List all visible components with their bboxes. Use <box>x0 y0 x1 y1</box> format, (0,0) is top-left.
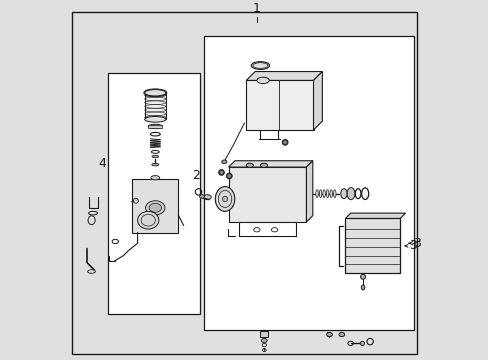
Ellipse shape <box>360 341 364 346</box>
Ellipse shape <box>256 77 269 84</box>
Ellipse shape <box>282 140 287 145</box>
Ellipse shape <box>340 189 346 199</box>
Polygon shape <box>246 72 322 80</box>
Ellipse shape <box>143 89 166 97</box>
Polygon shape <box>313 72 322 130</box>
Ellipse shape <box>149 203 161 212</box>
Ellipse shape <box>253 228 260 232</box>
Ellipse shape <box>261 338 266 343</box>
Text: 4: 4 <box>99 157 106 170</box>
Ellipse shape <box>260 163 267 167</box>
Text: 2: 2 <box>192 170 200 183</box>
Bar <box>203 36 413 330</box>
Ellipse shape <box>137 211 159 229</box>
Ellipse shape <box>199 195 204 198</box>
Ellipse shape <box>148 124 162 129</box>
Ellipse shape <box>251 62 269 69</box>
Bar <box>345 219 399 273</box>
Ellipse shape <box>361 285 364 290</box>
Bar <box>144 93 165 119</box>
Ellipse shape <box>222 160 226 163</box>
Ellipse shape <box>215 186 234 211</box>
Text: 3: 3 <box>412 237 420 250</box>
Ellipse shape <box>218 170 224 175</box>
Ellipse shape <box>133 198 138 203</box>
Ellipse shape <box>271 228 277 232</box>
Ellipse shape <box>322 190 325 198</box>
Ellipse shape <box>315 190 318 198</box>
Ellipse shape <box>246 163 253 167</box>
Ellipse shape <box>152 155 158 158</box>
Bar <box>132 180 178 233</box>
Text: 1: 1 <box>252 2 260 15</box>
Polygon shape <box>228 161 312 167</box>
Bar <box>228 167 306 222</box>
Ellipse shape <box>319 190 321 198</box>
Bar <box>148 125 162 128</box>
Bar <box>246 80 313 130</box>
Polygon shape <box>345 213 405 219</box>
Ellipse shape <box>145 201 165 215</box>
Ellipse shape <box>151 176 160 180</box>
Ellipse shape <box>144 90 165 96</box>
Ellipse shape <box>151 163 159 166</box>
Bar <box>108 73 200 314</box>
Ellipse shape <box>360 274 365 279</box>
Text: 3: 3 <box>408 239 416 252</box>
Ellipse shape <box>226 173 232 179</box>
Ellipse shape <box>333 190 335 198</box>
Ellipse shape <box>203 195 211 200</box>
Polygon shape <box>306 161 312 222</box>
Ellipse shape <box>283 141 286 144</box>
Ellipse shape <box>326 332 331 337</box>
Ellipse shape <box>222 196 227 202</box>
Ellipse shape <box>326 190 328 198</box>
Bar <box>260 331 267 337</box>
Ellipse shape <box>220 171 223 174</box>
Ellipse shape <box>144 117 165 122</box>
Ellipse shape <box>329 190 332 198</box>
Ellipse shape <box>346 188 354 200</box>
Ellipse shape <box>338 332 344 337</box>
Ellipse shape <box>227 174 230 177</box>
